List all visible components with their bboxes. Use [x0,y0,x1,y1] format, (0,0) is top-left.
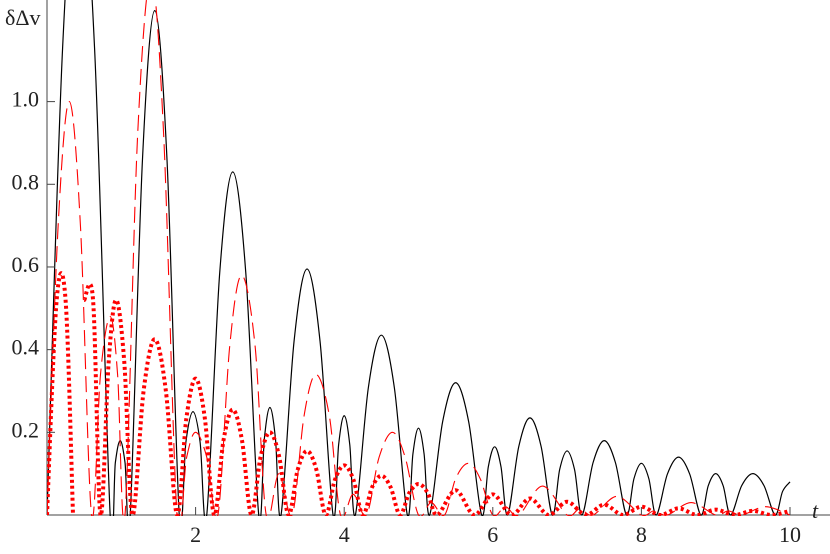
y-tick-label: 0.8 [12,169,40,194]
y-tick-label: 0.4 [12,335,40,360]
series-line [47,271,791,516]
x-tick-label: 6 [487,522,498,547]
y-tick-label: 0.2 [12,417,40,442]
series-line [47,0,791,516]
x-tick-label: 8 [636,522,647,547]
x-tick-label: 10 [779,522,801,547]
x-tick-label: 2 [190,522,201,547]
y-axis-label: δΔv [5,5,41,30]
x-axis-label: t [812,498,819,523]
plot-area [47,0,791,516]
series-line [47,0,791,516]
y-tick-label: 1.0 [12,87,40,112]
y-tick-label: 0.6 [12,252,40,277]
x-tick-label: 4 [339,522,350,547]
